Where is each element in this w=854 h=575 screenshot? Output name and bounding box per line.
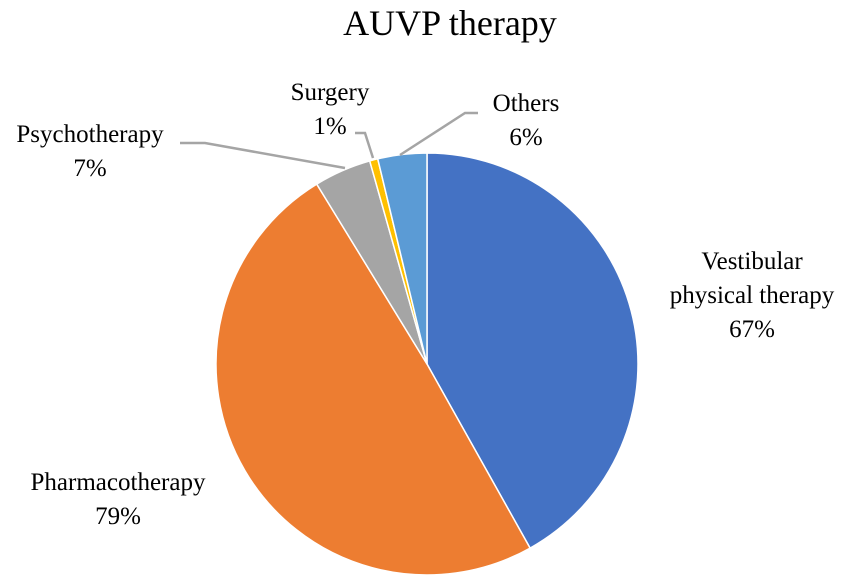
slice-label: Surgery 1% (291, 76, 370, 144)
value-label: 7% (73, 155, 107, 182)
category-label: Surgery (290, 79, 370, 106)
value-label: 79% (95, 503, 141, 530)
chart-title: AUVP therapy (343, 3, 557, 43)
category-label: Pharmacotherapy (30, 469, 206, 496)
slice-label: Vestibular physical therapy 67% (657, 245, 847, 347)
value-label: 6% (509, 124, 543, 151)
category-label: Psychotherapy (16, 121, 164, 148)
slice-label: Others 6% (493, 87, 560, 155)
leader-line (355, 131, 375, 159)
slice-label: Pharmacotherapy 79% (31, 466, 206, 534)
value-label: 67% (729, 316, 775, 343)
category-label: Vestibular physical therapy (669, 248, 835, 309)
slice-label: Psychotherapy 7% (16, 118, 163, 186)
category-label: Others (492, 90, 560, 117)
pie-slice (426, 152, 639, 550)
value-label: 1% (313, 113, 347, 140)
leader-line (180, 141, 346, 170)
leader-line (399, 111, 478, 157)
pie-slice (215, 183, 532, 575)
